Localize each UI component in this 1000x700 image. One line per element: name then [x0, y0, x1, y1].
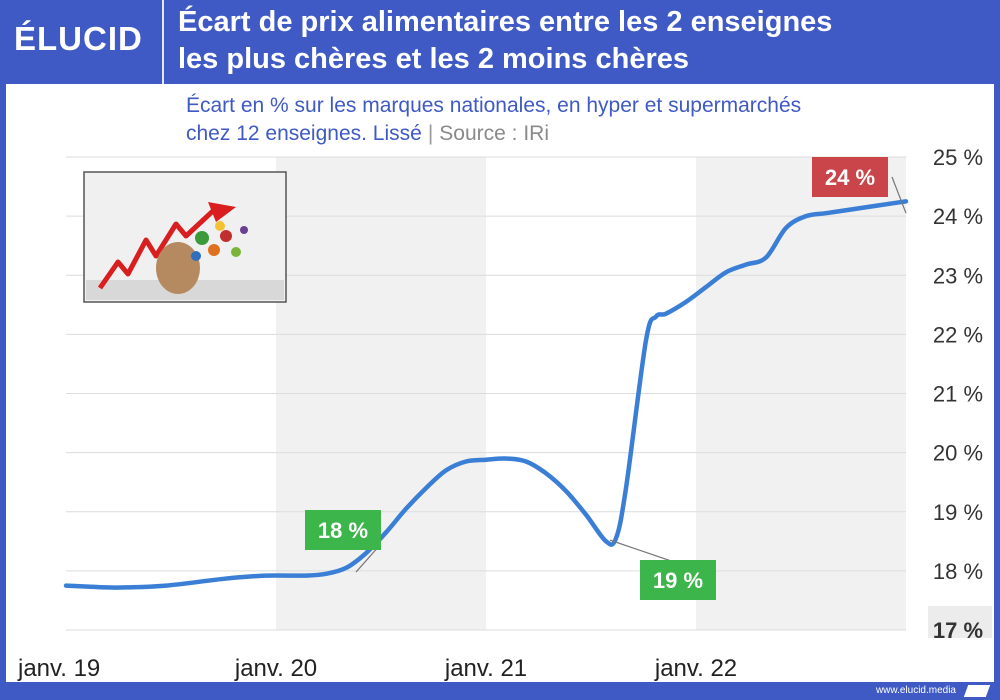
callout-label: 18 %	[318, 518, 368, 543]
subtitle-separator: |	[427, 122, 434, 145]
y-tick-label: 24 %	[933, 204, 983, 229]
header-bar	[0, 0, 1000, 84]
callout-box	[640, 560, 716, 600]
footer-url: www.elucid.media	[875, 685, 956, 696]
callout-label: 19 %	[653, 568, 703, 593]
y-tick-label: 21 %	[933, 382, 983, 407]
x-tick-label: janv. 22	[654, 655, 737, 682]
price-rise-illustration	[83, 171, 287, 303]
footer-logo-mark	[963, 685, 991, 697]
series-line	[63, 199, 909, 590]
subtitle-text: chez 12 enseignes. Lissé	[186, 122, 422, 145]
callout-label: 24 %	[825, 165, 875, 190]
callout-box	[812, 157, 888, 197]
series-layer	[63, 199, 909, 590]
y-tick-label: 20 %	[933, 441, 983, 466]
right-border	[994, 84, 1000, 700]
x-tick-label: janv. 20	[234, 655, 317, 682]
y-tick-label: 19 %	[933, 500, 983, 525]
callout-box	[305, 510, 381, 550]
logo-divider	[162, 0, 164, 84]
callout-leader	[891, 176, 907, 214]
subtitle-line-2: chez 12 enseignes. Lissé | Source : IRi	[186, 120, 986, 148]
chart-source: Source : IRi	[439, 122, 550, 145]
y-tick-label: 25 %	[933, 145, 983, 170]
chart-title: Écart de prix alimentaires entre les 2 e…	[178, 4, 988, 78]
y-tick-label: 23 %	[933, 263, 983, 288]
y-tick-label: 18 %	[933, 559, 983, 584]
chart-subtitle: Écart en % sur les marques nationales, e…	[186, 92, 986, 148]
footer-bar	[0, 682, 1000, 700]
x-tick-label: janv. 21	[444, 655, 527, 682]
left-border	[0, 84, 6, 700]
y-tick-label: 22 %	[933, 322, 983, 347]
y-tick-label: 17 %	[933, 618, 983, 643]
subtitle-line-1: Écart en % sur les marques nationales, e…	[186, 94, 802, 117]
chart-title-line-1: Écart de prix alimentaires entre les 2 e…	[178, 6, 833, 38]
x-tick-label: janv. 19	[17, 655, 100, 682]
elucid-logo: ÉLUCID	[14, 20, 143, 57]
y-tick-background	[928, 606, 992, 638]
chart-title-line-2: les plus chères et les 2 moins chères	[178, 43, 689, 75]
x-axis-ticks: janv. 19 janv. 20 janv. 21 janv. 22	[17, 655, 737, 682]
y-axis-ticks: 25 % 24 % 23 % 22 % 21 % 20 % 19 % 18 % 17 %	[928, 145, 992, 643]
callouts: 18 % 19 % 24 %	[305, 157, 907, 600]
